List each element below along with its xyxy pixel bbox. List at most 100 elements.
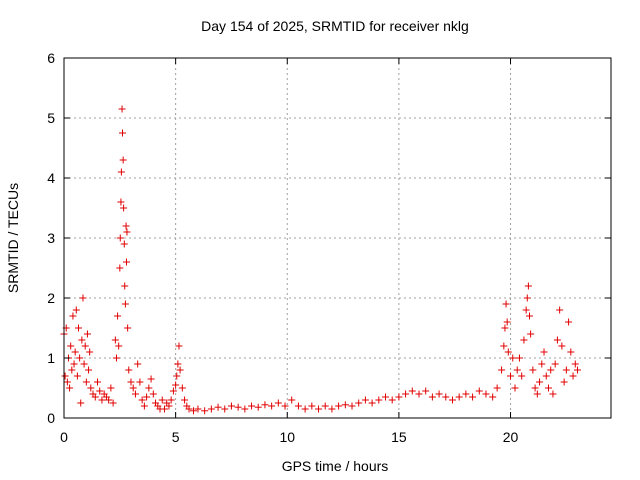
data-point <box>544 384 552 392</box>
data-point <box>115 342 123 350</box>
data-point <box>121 282 129 290</box>
data-point <box>105 396 113 404</box>
data-point <box>551 360 559 368</box>
data-point <box>335 402 343 410</box>
y-tick-label: 2 <box>47 290 55 306</box>
data-point <box>189 407 197 415</box>
data-point <box>143 393 151 401</box>
data-point <box>261 401 269 409</box>
data-point <box>93 378 101 386</box>
data-point <box>308 402 316 410</box>
data-point <box>118 105 126 113</box>
data-point <box>527 330 535 338</box>
data-point <box>475 387 483 395</box>
data-point <box>558 342 566 350</box>
data-point <box>194 405 202 413</box>
data-point <box>523 294 531 302</box>
data-point <box>503 318 511 326</box>
data-point <box>80 360 88 368</box>
data-point <box>149 390 157 398</box>
data-point <box>553 336 561 344</box>
data-point <box>124 324 132 332</box>
data-point <box>502 300 510 308</box>
data-point <box>504 348 512 356</box>
data-point <box>82 378 90 386</box>
data-point <box>174 360 182 368</box>
data-point <box>138 396 146 404</box>
data-point <box>571 360 579 368</box>
data-point <box>181 396 189 404</box>
data-point <box>185 405 193 413</box>
data-point <box>120 204 128 212</box>
data-point <box>562 366 570 374</box>
grid-lines <box>64 58 611 418</box>
data-point <box>77 399 85 407</box>
data-point <box>556 306 564 314</box>
data-point <box>176 366 184 374</box>
data-point <box>294 402 302 410</box>
data-point <box>482 390 490 398</box>
data-point <box>87 384 95 392</box>
data-point <box>547 366 555 374</box>
data-point <box>462 390 470 398</box>
data-point <box>96 387 104 395</box>
data-point <box>172 381 180 389</box>
data-point <box>69 312 77 320</box>
y-tick-label: 5 <box>47 110 55 126</box>
data-point <box>81 342 89 350</box>
data-point <box>408 387 416 395</box>
y-tick-label: 6 <box>47 50 55 66</box>
data-point <box>355 399 363 407</box>
data-point <box>127 378 135 386</box>
data-point <box>61 372 69 380</box>
y-axis-label: SRMTID / TECUs <box>5 183 21 293</box>
x-tick-label: 15 <box>391 429 407 445</box>
data-point <box>136 378 144 386</box>
data-point <box>72 306 80 314</box>
data-point <box>254 403 262 411</box>
data-point <box>281 402 289 410</box>
x-tick-label: 5 <box>172 429 180 445</box>
data-point <box>214 403 222 411</box>
data-point <box>68 366 76 374</box>
data-point <box>116 234 124 242</box>
data-point <box>448 396 456 404</box>
data-point <box>123 228 131 236</box>
plot-frame <box>63 57 612 419</box>
x-axis-label: GPS time / hours <box>282 458 389 474</box>
y-tick-label: 1 <box>47 350 55 366</box>
data-point <box>73 372 81 380</box>
data-point <box>375 396 383 404</box>
data-point <box>98 396 106 404</box>
data-point <box>234 403 242 411</box>
data-point <box>112 354 120 362</box>
data-point <box>119 156 127 164</box>
data-point <box>522 306 530 314</box>
data-point <box>75 324 83 332</box>
data-point <box>167 396 175 404</box>
data-point <box>435 390 443 398</box>
data-point <box>116 264 124 272</box>
data-point <box>395 393 403 401</box>
data-point <box>70 360 78 368</box>
data-point <box>165 402 173 410</box>
data-point <box>114 312 122 320</box>
data-point <box>500 342 508 350</box>
data-point <box>158 396 166 404</box>
data-point <box>66 384 74 392</box>
data-point <box>422 387 430 395</box>
y-tick-label: 4 <box>47 170 55 186</box>
data-point <box>123 258 131 266</box>
data-point <box>549 390 557 398</box>
data-point <box>513 366 521 374</box>
y-tick-label: 3 <box>47 230 55 246</box>
data-point <box>63 378 71 386</box>
data-point <box>382 393 390 401</box>
data-point <box>268 402 276 410</box>
data-point <box>542 372 550 380</box>
data-point <box>125 366 133 374</box>
data-point <box>531 384 539 392</box>
data-point <box>129 384 137 392</box>
data-point <box>121 300 129 308</box>
data-point <box>78 336 86 344</box>
